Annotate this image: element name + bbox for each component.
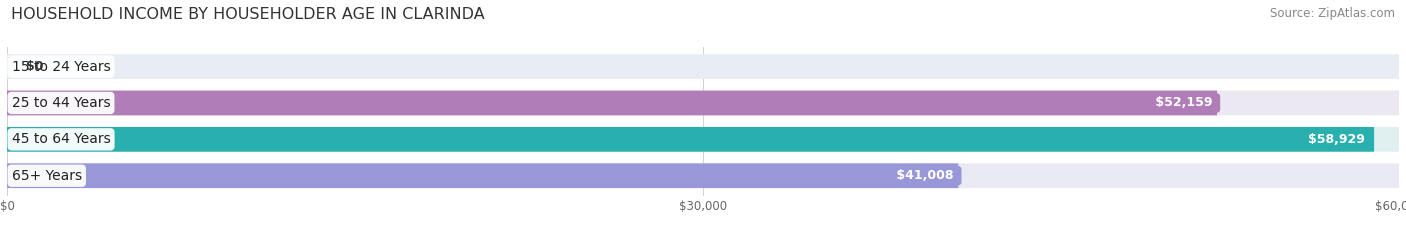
Text: HOUSEHOLD INCOME BY HOUSEHOLDER AGE IN CLARINDA: HOUSEHOLD INCOME BY HOUSEHOLDER AGE IN C…	[11, 7, 485, 22]
FancyBboxPatch shape	[7, 54, 1399, 79]
FancyBboxPatch shape	[7, 127, 1399, 152]
FancyBboxPatch shape	[7, 91, 1218, 115]
Text: 25 to 44 Years: 25 to 44 Years	[11, 96, 110, 110]
FancyBboxPatch shape	[7, 91, 1399, 115]
Text: $52,159: $52,159	[1152, 96, 1218, 110]
Text: $41,008: $41,008	[893, 169, 959, 182]
FancyBboxPatch shape	[7, 163, 959, 188]
Text: $0: $0	[25, 60, 44, 73]
FancyBboxPatch shape	[7, 163, 1399, 188]
Text: 45 to 64 Years: 45 to 64 Years	[11, 132, 111, 146]
FancyBboxPatch shape	[7, 127, 1374, 152]
Text: $58,929: $58,929	[1308, 133, 1365, 146]
Text: 15 to 24 Years: 15 to 24 Years	[11, 60, 111, 74]
Text: 65+ Years: 65+ Years	[11, 169, 82, 183]
Text: Source: ZipAtlas.com: Source: ZipAtlas.com	[1270, 7, 1395, 20]
